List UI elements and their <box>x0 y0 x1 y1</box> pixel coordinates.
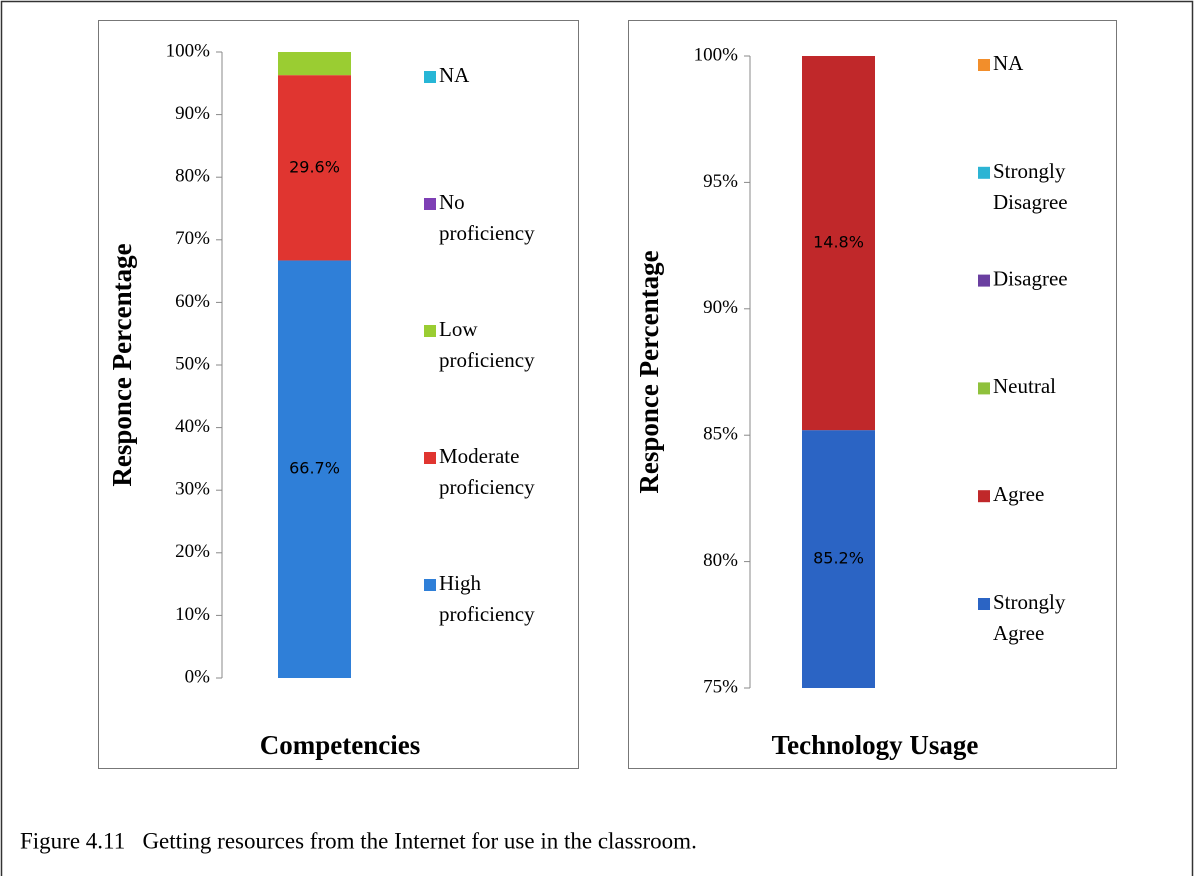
y-tick-label: 90% <box>703 297 738 318</box>
data-label: 66.7% <box>289 459 340 478</box>
legend-label: Disagree <box>993 266 1068 290</box>
legend-label: High proficiency <box>439 571 535 626</box>
bar-segment <box>278 75 351 261</box>
caption: Figure 4.11 Getting resources from the I… <box>20 828 697 853</box>
legend-label: No proficiency <box>439 190 535 245</box>
x-axis-title: Competencies <box>260 730 420 760</box>
legend-swatch <box>424 198 436 210</box>
y-tick-label: 20% <box>175 541 210 562</box>
legend-swatch <box>978 382 990 395</box>
y-tick-label: 0% <box>185 666 211 687</box>
y-tick-label: 10% <box>175 604 210 625</box>
bar-segment <box>802 56 875 431</box>
legend-label: Strongly Agree <box>993 590 1066 645</box>
y-tick-label: 100% <box>166 40 211 61</box>
legend-swatch <box>978 598 990 610</box>
y-tick-label: 30% <box>175 479 210 500</box>
legend-label: Strongly Disagree <box>993 159 1068 214</box>
legend-label: Low proficiency <box>439 317 535 372</box>
y-tick-label: 90% <box>175 103 210 124</box>
bar-segment <box>278 52 351 76</box>
data-label: 29.6% <box>289 157 340 176</box>
y-axis-title: Responce Percentage <box>634 250 664 493</box>
data-label: 85.2% <box>813 549 864 568</box>
data-label: 14.8% <box>813 233 864 252</box>
legend-swatch <box>424 579 436 591</box>
y-tick-label: 95% <box>703 171 738 192</box>
legend-swatch <box>978 59 990 71</box>
legend-swatch <box>978 490 990 503</box>
y-tick-label: 80% <box>703 550 738 571</box>
y-tick-label: 75% <box>703 676 738 697</box>
y-tick-label: 40% <box>175 416 210 437</box>
bar-segment <box>802 430 875 688</box>
legend-label: NA <box>439 63 470 87</box>
y-tick-label: 100% <box>694 44 739 65</box>
y-axis-title: Responce Percentage <box>107 243 137 486</box>
legend-label: Agree <box>993 482 1044 506</box>
y-tick-label: 50% <box>175 353 210 374</box>
legend-swatch <box>424 71 436 83</box>
x-axis-title: Technology Usage <box>772 730 979 760</box>
legend-swatch <box>978 274 990 287</box>
legend-label: Moderate proficiency <box>439 444 535 499</box>
legend-label: Neutral <box>993 374 1056 398</box>
legend-swatch <box>978 166 990 179</box>
y-tick-label: 85% <box>703 424 738 445</box>
legend-swatch <box>424 452 436 464</box>
legend-swatch <box>424 325 436 337</box>
y-tick-label: 70% <box>175 228 210 249</box>
y-tick-label: 60% <box>175 291 210 312</box>
y-tick-label: 80% <box>175 166 210 187</box>
legend-label: NA <box>993 51 1024 75</box>
bar-segment <box>278 260 351 678</box>
